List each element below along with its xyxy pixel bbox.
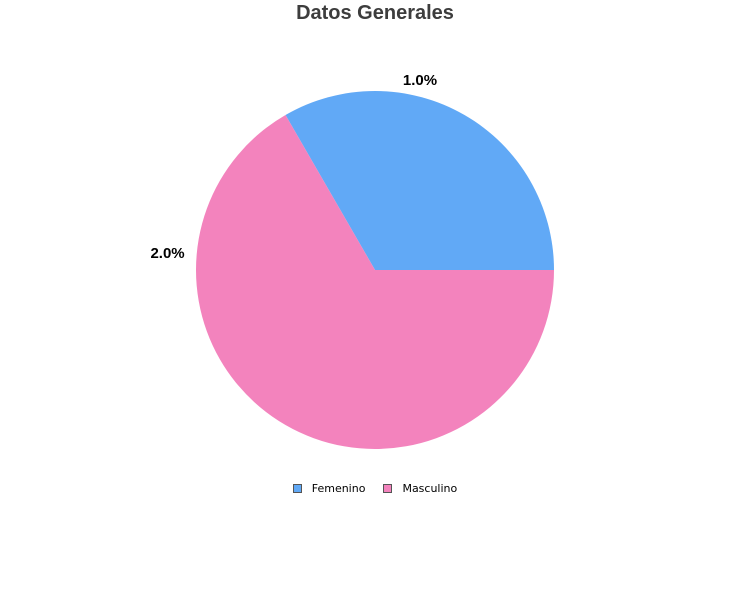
data-label-masculino: 2.0%	[150, 245, 184, 262]
pie-slices	[195, 90, 555, 450]
chart-title: Datos Generales	[296, 2, 454, 24]
data-label-femenino: 1.0%	[403, 72, 437, 89]
legend: Femenino Masculino	[0, 482, 750, 495]
legend-label-femenino: Femenino	[311, 482, 366, 495]
legend-swatch-masculino	[383, 484, 393, 493]
legend-label-masculino: Masculino	[402, 482, 458, 495]
legend-item-masculino[interactable]: Masculino	[383, 482, 457, 495]
pie-slice-masculino[interactable]	[195, 114, 554, 450]
pie-data-labels: 1.0% 2.0%	[150, 72, 437, 262]
legend-swatch-femenino	[292, 484, 302, 493]
pie-slice-femenino[interactable]	[285, 90, 555, 270]
legend-item-femenino[interactable]: Femenino	[292, 482, 366, 495]
